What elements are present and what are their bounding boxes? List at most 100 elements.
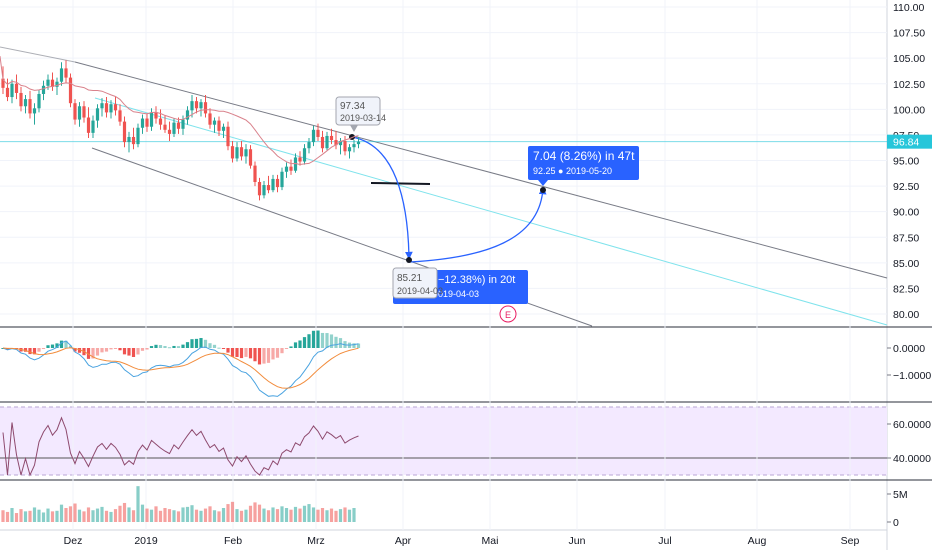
- candle-body[interactable]: [334, 140, 338, 146]
- candle-body[interactable]: [1, 78, 5, 88]
- candle-body[interactable]: [109, 104, 113, 113]
- candle-body[interactable]: [181, 119, 185, 129]
- projection-drop-curve[interactable]: [351, 136, 413, 260]
- candle-body[interactable]: [104, 103, 109, 113]
- candle-body[interactable]: [158, 118, 163, 125]
- candle-body[interactable]: [86, 117, 91, 133]
- candle-body[interactable]: [41, 85, 46, 94]
- candle-body[interactable]: [95, 108, 100, 121]
- candle-body[interactable]: [226, 126, 230, 147]
- candle-body[interactable]: [154, 112, 158, 119]
- target-point-dot[interactable]: [540, 187, 546, 193]
- channel-upper-line[interactable]: [74, 61, 888, 279]
- macd-histogram-bar: [185, 342, 190, 348]
- volume-bar: [320, 508, 325, 522]
- candle-body[interactable]: [262, 185, 266, 196]
- candle-body[interactable]: [212, 120, 217, 125]
- candle-body[interactable]: [293, 157, 298, 171]
- candle-body[interactable]: [64, 68, 68, 78]
- macd-line[interactable]: [2, 340, 359, 397]
- candle-body[interactable]: [14, 83, 19, 93]
- candle-body[interactable]: [230, 146, 235, 159]
- earnings-marker[interactable]: [499, 305, 517, 323]
- candle-body[interactable]: [347, 147, 352, 152]
- candle-body[interactable]: [244, 149, 248, 157]
- candle-body[interactable]: [307, 142, 311, 149]
- candle-body[interactable]: [356, 141, 361, 145]
- candle-body[interactable]: [55, 81, 59, 87]
- candle-body[interactable]: [23, 99, 28, 107]
- candle-body[interactable]: [343, 141, 347, 152]
- candle-body[interactable]: [271, 178, 275, 191]
- candle-body[interactable]: [5, 87, 10, 98]
- candle-body[interactable]: [298, 157, 302, 162]
- horizontal-marker-line[interactable]: [370, 182, 431, 185]
- candle-body[interactable]: [185, 110, 190, 120]
- candle-body[interactable]: [82, 106, 86, 118]
- candle-body[interactable]: [235, 147, 239, 159]
- candle-body[interactable]: [37, 93, 41, 109]
- candle-body[interactable]: [257, 181, 262, 196]
- candle-body[interactable]: [122, 121, 127, 143]
- candle-body[interactable]: [289, 166, 293, 171]
- candle-body[interactable]: [118, 110, 122, 122]
- candle-body[interactable]: [176, 122, 181, 129]
- macd-histogram-bar: [91, 348, 95, 359]
- candle-body[interactable]: [275, 178, 280, 188]
- candle-body[interactable]: [172, 122, 176, 134]
- candle-body[interactable]: [50, 79, 55, 87]
- candle-body[interactable]: [248, 149, 253, 166]
- candle-body[interactable]: [91, 120, 95, 133]
- candle-body[interactable]: [149, 112, 154, 127]
- candle-body[interactable]: [217, 120, 221, 131]
- candle-body[interactable]: [325, 135, 329, 149]
- candle-body[interactable]: [145, 118, 149, 127]
- candle-body[interactable]: [284, 166, 289, 172]
- projection-rise-curve[interactable]: [408, 186, 547, 263]
- candle-body[interactable]: [127, 136, 131, 143]
- candle-body[interactable]: [316, 129, 320, 137]
- candle-body[interactable]: [203, 102, 208, 114]
- candle-body[interactable]: [136, 127, 140, 145]
- candle-body[interactable]: [113, 104, 118, 111]
- moving-average-line[interactable]: [0, 56, 359, 166]
- candle-body[interactable]: [10, 83, 14, 98]
- volume-bar: [77, 509, 82, 522]
- candle-body[interactable]: [266, 185, 271, 191]
- low-point-dot[interactable]: [406, 257, 412, 263]
- candle-body[interactable]: [239, 147, 244, 157]
- candle-body[interactable]: [163, 124, 167, 130]
- candle-body[interactable]: [221, 126, 226, 131]
- candle-body[interactable]: [208, 113, 212, 125]
- candle-body[interactable]: [167, 129, 172, 134]
- candle-body[interactable]: [32, 108, 37, 114]
- macd-histogram-bar: [208, 343, 212, 348]
- candle-body[interactable]: [28, 99, 32, 114]
- candle-body[interactable]: [338, 141, 343, 146]
- rsi-line[interactable]: [2, 416, 359, 477]
- rsi-band-fill: [0, 407, 887, 475]
- candle-body[interactable]: [73, 103, 77, 120]
- candle-body[interactable]: [302, 148, 307, 162]
- candle-body[interactable]: [59, 68, 64, 82]
- current-price-tag: [887, 134, 932, 149]
- candle-body[interactable]: [329, 135, 334, 141]
- signal-line[interactable]: [2, 347, 359, 389]
- candle-body[interactable]: [253, 165, 257, 182]
- candle-body[interactable]: [190, 101, 194, 111]
- candle-body[interactable]: [140, 118, 145, 128]
- candle-body[interactable]: [352, 144, 356, 148]
- candle-body[interactable]: [100, 103, 104, 109]
- candle-body[interactable]: [280, 171, 284, 188]
- candle-body[interactable]: [311, 129, 316, 143]
- candle-body[interactable]: [199, 102, 203, 109]
- volume-bar: [122, 502, 127, 522]
- candle-body[interactable]: [194, 101, 199, 109]
- candle-body[interactable]: [131, 136, 136, 145]
- candle-body[interactable]: [320, 136, 325, 149]
- candle-body[interactable]: [46, 79, 50, 86]
- candle-body[interactable]: [19, 92, 23, 107]
- candle-body[interactable]: [77, 106, 82, 120]
- candle-body[interactable]: [68, 77, 73, 104]
